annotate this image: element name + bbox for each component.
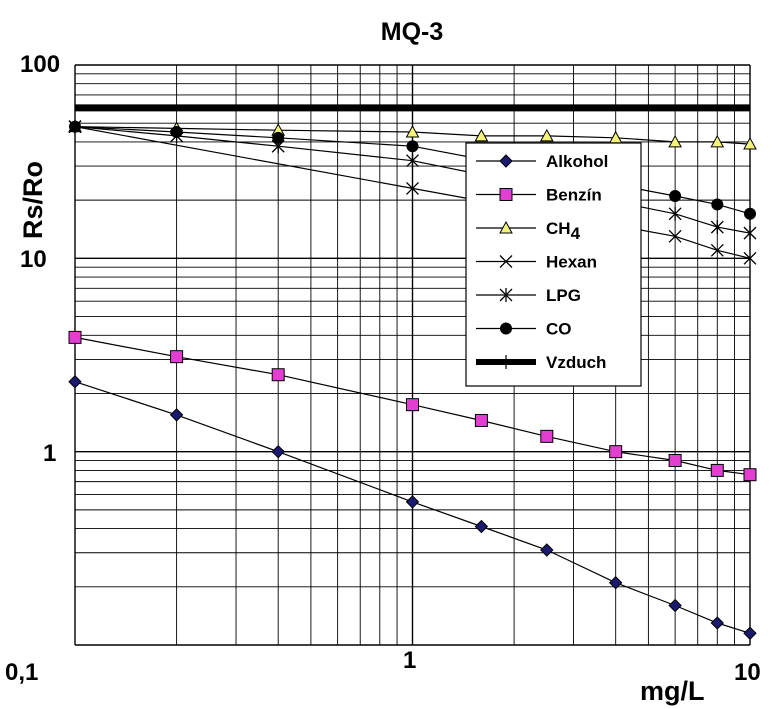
tick-labels: 100 10 1 0,1 1 10 <box>5 51 761 686</box>
data-point-circle <box>711 198 724 211</box>
data-point-x-stroke <box>499 255 513 268</box>
chart-title: MQ-3 <box>381 18 444 46</box>
legend-label: Vzduch <box>546 353 606 372</box>
data-point-diamond <box>474 519 489 534</box>
data-point-square <box>540 429 554 443</box>
data-point-diamond <box>668 598 682 613</box>
data-point-triangle <box>668 134 682 148</box>
data-point-square <box>668 454 682 468</box>
data-point-diamond <box>608 575 623 590</box>
y-tick-label-100: 100 <box>20 51 60 78</box>
data-point-x-stroke <box>406 181 419 195</box>
x-tick-label-0-1: 0,1 <box>5 659 38 686</box>
y-tick-label-1: 1 <box>43 440 56 467</box>
legend-box <box>465 142 642 387</box>
legend-item-co: CO <box>476 320 572 339</box>
data-point-square <box>271 368 285 382</box>
legend-label: Hexan <box>546 253 597 272</box>
series-co <box>69 120 756 220</box>
data-point-circle <box>744 207 756 220</box>
data-point-circle <box>170 126 183 139</box>
data-point-x <box>710 243 724 257</box>
data-point-diamond <box>540 543 554 557</box>
data-point-diamond <box>499 154 513 168</box>
data-point-square <box>710 463 724 477</box>
data-point-diamond <box>405 495 420 509</box>
legend-label: Benzín <box>546 186 602 205</box>
legend-item-vzduch: Vzduch <box>476 353 606 372</box>
series-line-ch4 <box>74 126 751 145</box>
data-point-x <box>406 181 419 195</box>
data-point-x-stroke <box>710 243 724 257</box>
data-point-square <box>406 398 419 412</box>
data-point-square <box>743 468 757 482</box>
legend-item-benzin: Benzín <box>476 186 602 205</box>
data-point-asterisk <box>710 220 724 235</box>
y-tick-label-10: 10 <box>20 246 47 273</box>
data-point-asterisk <box>499 288 513 302</box>
legend-label: Alkohol <box>546 152 608 171</box>
data-point-circle <box>406 140 419 153</box>
data-point-circle <box>272 131 285 144</box>
data-point-asterisk <box>668 206 682 221</box>
data-point-square <box>609 445 623 459</box>
data-point-square <box>474 413 488 427</box>
data-point-diamond <box>710 616 724 630</box>
x-tick-label-1: 1 <box>403 647 416 674</box>
data-point-triangle <box>499 220 513 234</box>
data-point-circle <box>500 322 512 335</box>
data-point-x <box>499 255 513 268</box>
data-point-x-stroke <box>743 251 757 265</box>
legend-label: LPG <box>546 286 581 305</box>
series-alkohol <box>68 375 757 640</box>
data-point-square <box>499 188 513 201</box>
data-point-diamond <box>271 444 285 459</box>
x-axis-label: mg/L <box>640 676 705 706</box>
data-point-asterisk <box>406 153 419 168</box>
data-point-diamond <box>169 408 184 422</box>
y-axis-label: Rs/Ro <box>18 161 48 239</box>
data-point-triangle <box>710 134 725 148</box>
legend-label: CO <box>546 320 572 339</box>
legend-label-subscript: 4 <box>571 224 581 243</box>
data-point-asterisk <box>743 226 757 241</box>
data-point-square <box>170 350 184 364</box>
legend-item-lpg: LPG <box>476 286 581 305</box>
data-point-x <box>668 229 682 243</box>
data-point-triangle <box>474 128 489 142</box>
data-point-circle <box>69 120 81 133</box>
series-line-benzin <box>74 336 751 476</box>
data-point-circle <box>669 190 682 203</box>
data-point-triangle <box>743 137 757 150</box>
series-benzin <box>68 330 757 482</box>
legend-item-hexan: Hexan <box>476 253 597 272</box>
data-point-diamond <box>68 375 82 389</box>
series-line-alkohol <box>74 381 751 634</box>
data-point-x-stroke <box>668 229 682 243</box>
data-point-diamond <box>743 626 757 640</box>
data-point-x <box>743 251 757 265</box>
data-point-triangle <box>405 125 420 138</box>
data-point-triangle <box>539 128 554 142</box>
x-tick-label-10: 10 <box>734 659 761 686</box>
data-point-square <box>68 330 82 344</box>
legend-item-alkohol: Alkohol <box>476 152 608 171</box>
